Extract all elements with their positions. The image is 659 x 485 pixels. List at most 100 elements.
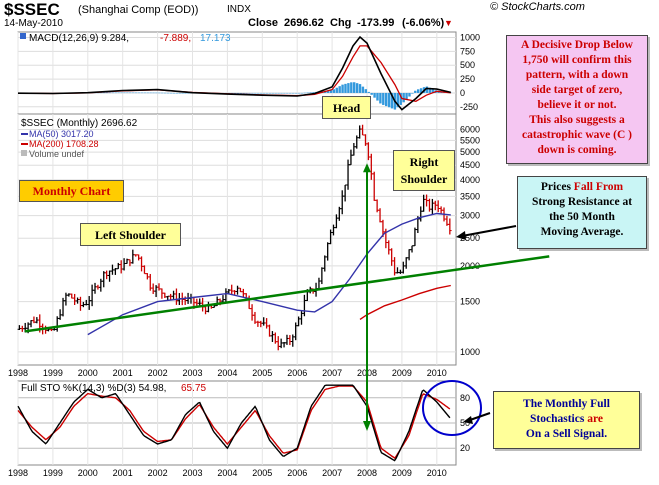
down-arrow-icon: ▼	[444, 18, 453, 28]
macd-histogram-bar	[257, 92, 260, 94]
left-shoulder-tag: Left Shoulder	[80, 223, 181, 246]
stoch-note-highlight: are	[587, 413, 603, 425]
price-tick-label: 6000	[460, 125, 480, 135]
macd-histogram-bar	[303, 92, 306, 94]
close-value: 2696.62	[284, 17, 324, 29]
macd-histogram-bar	[274, 92, 277, 94]
macd-tick-label: 1000	[460, 33, 480, 43]
macd-histogram-bar	[312, 92, 315, 93]
drop-note-line: This also suggests a	[529, 114, 625, 126]
macd-histogram-bar	[431, 89, 434, 93]
price-x-tick: 2005	[252, 368, 272, 378]
decisive-drop-note: A Decisive Drop Below 1,750 will confirm…	[506, 35, 648, 164]
macd-histogram-bar	[120, 92, 123, 94]
macd-histogram-bar	[187, 92, 190, 94]
sto-x-tick: 2004	[217, 468, 237, 478]
macd-histogram-bar	[102, 92, 106, 94]
macd-histogram-bar	[382, 92, 385, 105]
macd-histogram-bar	[163, 92, 167, 94]
price-x-tick: 2010	[427, 368, 447, 378]
macd-histogram-bar	[306, 92, 309, 94]
macd-histogram-bar	[248, 92, 251, 94]
macd-histogram-bar	[399, 92, 402, 105]
stochastics-note: The Monthly Full Stochastics are On a Se…	[493, 391, 640, 449]
head-arrow-top	[363, 163, 372, 173]
volume-legend-label: Volume undef	[29, 149, 85, 159]
drop-note-line: A Decisive Drop Below	[521, 39, 633, 51]
price-x-tick: 2009	[392, 368, 412, 378]
macd-histogram-bar	[419, 88, 423, 93]
stoch-pointer	[469, 412, 491, 421]
macd-legend-label: MACD(12,26,9) 9.284,	[29, 33, 129, 44]
macd-histogram-bar	[143, 92, 147, 94]
macd-line	[17, 35, 451, 111]
resistance-note-text: Prices	[540, 181, 574, 193]
macd-histogram-bar	[175, 92, 178, 94]
sto-x-tick: 2000	[78, 468, 98, 478]
macd-histogram-bar	[236, 92, 240, 94]
macd-histogram-bar	[425, 86, 429, 93]
macd-histogram-bar	[242, 92, 245, 94]
head-tag: Head	[322, 96, 371, 119]
macd-histogram-bar	[181, 92, 184, 94]
macd-histogram-bar	[230, 92, 234, 94]
macd-histogram-bar	[309, 92, 312, 93]
chart-date: 14-May-2010	[4, 18, 63, 29]
change-value: -173.99	[357, 17, 395, 29]
macd-histogram-bar	[140, 92, 144, 94]
stoch-note-line: Stochastics are	[496, 412, 637, 427]
macd-histogram-bar	[367, 91, 370, 93]
macd-histogram-bar	[280, 92, 283, 94]
stoch-note-text: Stochastics	[530, 413, 588, 425]
macd-histogram-bar	[126, 92, 129, 94]
macd-tick-label: 500	[460, 60, 475, 70]
macd-histogram-bar	[184, 92, 187, 94]
macd-histogram-bar	[178, 92, 181, 94]
macd-histogram-bar	[390, 92, 394, 109]
price-tick-label: 2000	[460, 261, 480, 271]
sto-x-tick: 1999	[43, 468, 63, 478]
macd-histogram-bar	[283, 92, 286, 94]
macd-tick-label: 250	[460, 74, 475, 84]
macd-histogram-bar	[166, 92, 170, 94]
sto-legend-d: 65.75	[181, 383, 206, 394]
macd-histogram-bar	[355, 83, 359, 93]
price-x-tick: 2000	[78, 368, 98, 378]
macd-histogram-bar	[338, 86, 341, 93]
sto-x-tick: 2002	[148, 468, 168, 478]
macd-histogram-bar	[158, 92, 161, 94]
macd-histogram-bar	[332, 89, 336, 93]
macd-histogram-bar	[361, 86, 365, 93]
macd-histogram-bar	[105, 92, 109, 94]
macd-histogram-bar	[251, 92, 254, 94]
macd-histogram-bar	[384, 92, 388, 107]
macd-histogram-bar	[373, 92, 376, 98]
macd-legend-signal: -7.889,	[160, 33, 191, 44]
macd-histogram-bar	[146, 92, 149, 94]
macd-histogram-bar	[353, 82, 356, 93]
macd-histogram-bar	[347, 83, 350, 93]
macd-histogram-bar	[152, 92, 155, 94]
resistance-pointer-head	[456, 231, 466, 240]
price-x-tick: 2002	[148, 368, 168, 378]
price-x-tick: 2001	[113, 368, 133, 378]
price-x-tick: 2007	[322, 368, 342, 378]
resistance-note-line: the 50 Month	[549, 211, 615, 223]
overlay-layer	[24, 163, 550, 436]
sto-x-tick: 2010	[427, 468, 447, 478]
macd-histogram-bar	[414, 90, 417, 93]
macd-histogram-bar	[129, 92, 132, 94]
resistance-note: Prices Fall From Strong Resistance at th…	[517, 176, 647, 249]
stoch-note-line: On a Sell Signal.	[525, 428, 608, 440]
sto-x-tick: 2003	[182, 468, 202, 478]
macd-histogram-bar	[271, 92, 274, 94]
macd-histogram-bar	[416, 89, 420, 93]
sto-x-tick: 2005	[252, 468, 272, 478]
drop-note-line: pattern, with a down	[525, 69, 629, 81]
price-tick-label: 4000	[460, 175, 480, 185]
price-tick-label: 5000	[460, 147, 480, 157]
chart-exchange: INDX	[227, 4, 251, 15]
macd-histogram-bar	[350, 82, 353, 93]
chart-title: $SSEC	[4, 0, 60, 19]
macd-histogram-bar	[402, 92, 405, 103]
